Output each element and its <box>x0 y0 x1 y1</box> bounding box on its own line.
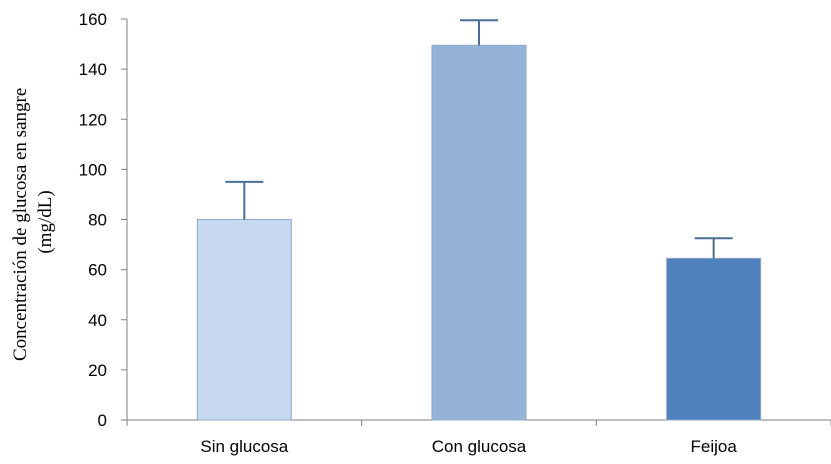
y-axis-label: Concentración de glucosa en sangre (mg/d… <box>10 83 56 361</box>
y-tick-label-2: 40 <box>88 311 107 330</box>
x-tick-label-1: Con glucosa <box>432 437 527 456</box>
y-tick-label-8: 160 <box>79 10 107 29</box>
y-tick-label-0: 0 <box>98 411 107 430</box>
y-axis-label-line-2: (mg/dL) <box>35 190 56 253</box>
bar-2 <box>666 257 762 421</box>
bar-0 <box>196 219 292 421</box>
x-tick-label-2: Feijoa <box>691 437 738 456</box>
y-tick-label-7: 140 <box>79 60 107 79</box>
y-tick-label-3: 60 <box>88 261 107 280</box>
y-tick-label-5: 100 <box>79 160 107 179</box>
y-tick-label-4: 80 <box>88 211 107 230</box>
plot-area: 0 20 40 60 80 100 120 140 160 Sin glucosa Con gluc… <box>79 10 831 456</box>
bar-1 <box>431 44 527 421</box>
y-tick-label-1: 20 <box>88 361 107 380</box>
y-tick-label-6: 120 <box>79 110 107 129</box>
x-tick-label-0: Sin glucosa <box>200 437 288 456</box>
y-axis-label-line-1: Concentración de glucosa en sangre <box>10 88 31 361</box>
